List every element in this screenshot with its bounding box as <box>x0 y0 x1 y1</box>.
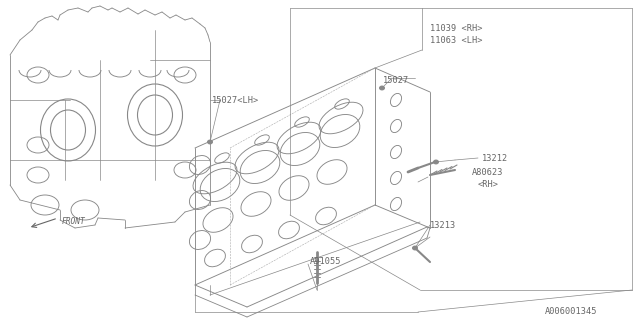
Text: <RH>: <RH> <box>478 180 499 188</box>
Ellipse shape <box>380 86 385 90</box>
Text: 11063 <LH>: 11063 <LH> <box>430 36 483 44</box>
Ellipse shape <box>413 246 417 250</box>
Text: A006001345: A006001345 <box>545 307 598 316</box>
Text: A80623: A80623 <box>472 167 504 177</box>
Text: 15027<LH>: 15027<LH> <box>212 95 259 105</box>
Ellipse shape <box>207 140 212 144</box>
Text: 11039 <RH>: 11039 <RH> <box>430 23 483 33</box>
Text: FRONT: FRONT <box>62 217 86 226</box>
Text: 13213: 13213 <box>430 220 456 229</box>
Ellipse shape <box>433 160 438 164</box>
Text: A91055: A91055 <box>310 258 342 267</box>
Text: 13212: 13212 <box>482 154 508 163</box>
Text: 15027: 15027 <box>383 76 409 84</box>
